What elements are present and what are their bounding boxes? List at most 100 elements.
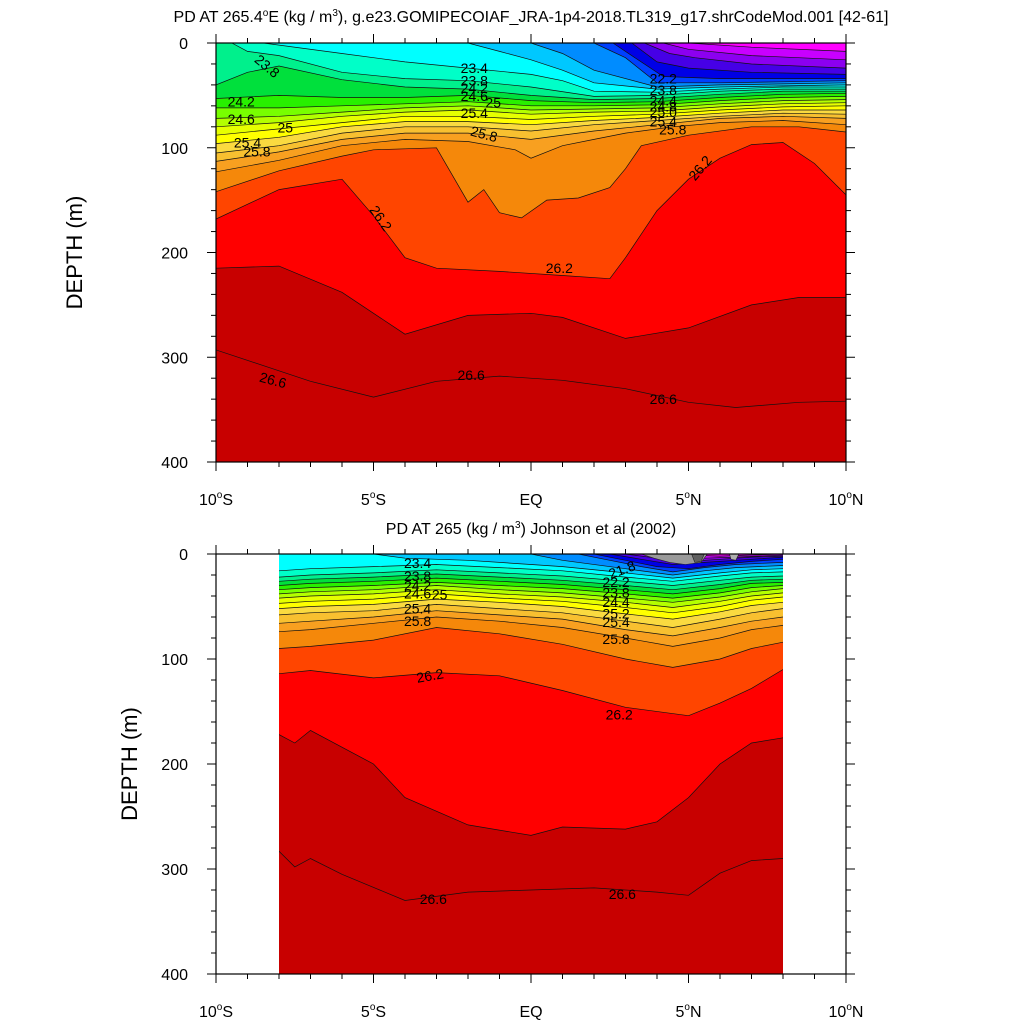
contour-line-deep (216, 349, 846, 408)
contour-label: 26.6 (458, 367, 485, 383)
contour-label: 25.4 (602, 614, 629, 630)
contour-line-22-6 (279, 554, 783, 576)
contour-line-26-2 (279, 669, 783, 717)
contour-fills (279, 554, 783, 974)
contour-label: 25.2 (602, 606, 629, 622)
contour-label: 25.8 (659, 122, 686, 138)
contour-line-22-6 (216, 43, 846, 88)
contour-label: 24.4 (650, 92, 677, 108)
x-tick-label: 10oS (199, 1002, 233, 1021)
contour-line-21-4 (216, 43, 846, 75)
surface-patch-1 (641, 554, 708, 565)
panel-1: 23.8 23.423.824.224.62525.425.824.224.625… (62, 8, 888, 509)
contour-label: 24.8 (650, 99, 677, 115)
contour-label: 25.4 (650, 113, 677, 129)
y-axis: 0 100 200 300 400 (161, 36, 855, 472)
contour-line-24-2 (216, 92, 846, 104)
contour-label: 25.8 (243, 144, 270, 160)
x-tick-label: 5oN (675, 1002, 701, 1021)
x-axis: 10oS 5oS EQ 5oN 10oN (199, 545, 863, 1021)
contour-line-25-4 (279, 604, 783, 628)
contour-label: 25.0 (650, 104, 677, 120)
contour-line-20-6 (216, 43, 846, 61)
contour-line-23 (216, 43, 846, 90)
contour-line-22-2 (216, 43, 846, 84)
y-tick-label: 400 (161, 455, 188, 472)
contour-line-23 (279, 554, 783, 579)
chart-title: PD AT 265 (kg / m3) Johnson et al (2002) (386, 520, 676, 538)
contour-label: 25.8 (404, 613, 431, 629)
contour-line-26 (279, 627, 783, 668)
contour-line-21 (216, 43, 846, 69)
contour-label: 24.2 (461, 80, 488, 96)
y-axis-label: DEPTH (m) (62, 196, 87, 310)
contour-label: 24.2 (404, 577, 431, 593)
contour-fills (216, 43, 846, 462)
contour-line-23-8 (279, 569, 783, 586)
y-tick-label: 0 (179, 36, 188, 53)
contour-line-26-4 (216, 265, 846, 339)
contour-line-deep (279, 850, 783, 901)
y-tick-label: 200 (161, 757, 188, 774)
contour-label: 23.8 (404, 568, 431, 584)
surface-patch-3 (729, 554, 740, 561)
surface-patch-2 (691, 554, 705, 563)
contour-label: 25.4 (234, 134, 261, 150)
contour-line-25-4 (216, 112, 846, 154)
contour-label: 24.6 (461, 88, 488, 104)
contour-label: 26.2 (546, 260, 573, 276)
y-axis-label: DEPTH (m) (117, 707, 142, 821)
contour-label: 26.2 (415, 665, 445, 686)
contour-label: 22.2 (650, 70, 677, 86)
x-tick-label: 5oN (675, 490, 701, 509)
x-tick-label: 5oS (361, 490, 386, 509)
y-tick-label: 400 (161, 967, 188, 984)
contour-line-25 (216, 105, 846, 136)
contour-line-20-2 (216, 43, 846, 52)
contour-label: 26.6 (258, 369, 289, 392)
contour-band-20-6 (216, 43, 846, 60)
x-axis: 10oS 5oS EQ 5oN 10oN (199, 34, 863, 509)
contour-labels: 23.423.824.224.6 2525.425.821.822.223.824… (404, 555, 638, 907)
x-tick-label: 10oN (829, 490, 864, 509)
contour-label: 25 (485, 94, 501, 110)
x-tick-label: 10oS (199, 490, 233, 509)
contour-label: 23.4 (461, 60, 488, 76)
contour-line-24-4 (279, 582, 783, 599)
contour-label: 25.4 (404, 600, 431, 616)
x-tick-label: 10oN (829, 1002, 864, 1021)
contour-label: 25 (278, 120, 294, 136)
contour-label: 24.6 (228, 111, 255, 127)
contour-line-23-4 (279, 564, 783, 582)
contour-line-25-6 (279, 610, 783, 637)
contour-line-25 (279, 593, 783, 614)
contour-line-25-8 (216, 120, 846, 173)
contour-label: 25 (432, 587, 448, 603)
contour-label: 24.4 (602, 594, 629, 610)
contour-line-23-8 (216, 43, 846, 97)
contour-line-26-2 (216, 142, 846, 280)
contour-line-24 (279, 573, 783, 591)
contour-label: 26.6 (420, 891, 447, 907)
contour-label: 25.8 (469, 123, 500, 146)
contour-line-23-4 (216, 43, 846, 93)
panel-2: 23.423.824.224.6 2525.425.821.822.223.824… (117, 520, 863, 1021)
contour-label: 22.2 (602, 574, 629, 590)
contour-line-25-2 (279, 598, 783, 620)
contour-label: 23.8 (602, 585, 629, 601)
y-tick-label: 100 (161, 652, 188, 669)
contour-line-24-8 (279, 589, 783, 608)
y-axis: 0 100 200 300 400 (161, 547, 855, 984)
contour-label: 25.4 (461, 105, 488, 121)
y-tick-label: 300 (161, 350, 188, 367)
contour-line-26-4 (279, 729, 783, 836)
y-tick-label: 0 (179, 547, 188, 564)
contour-label: 24.2 (228, 93, 255, 109)
x-tick-label: EQ (519, 1004, 542, 1021)
contour-label: 23.4 (404, 555, 431, 571)
chart-title: PD AT 265.4oE (kg / m3), g.e23.GOMIPECOI… (174, 8, 889, 26)
contour-label: 26.6 (609, 886, 636, 902)
contour-line-26 (216, 126, 846, 219)
contour-line-24-6 (279, 585, 783, 603)
